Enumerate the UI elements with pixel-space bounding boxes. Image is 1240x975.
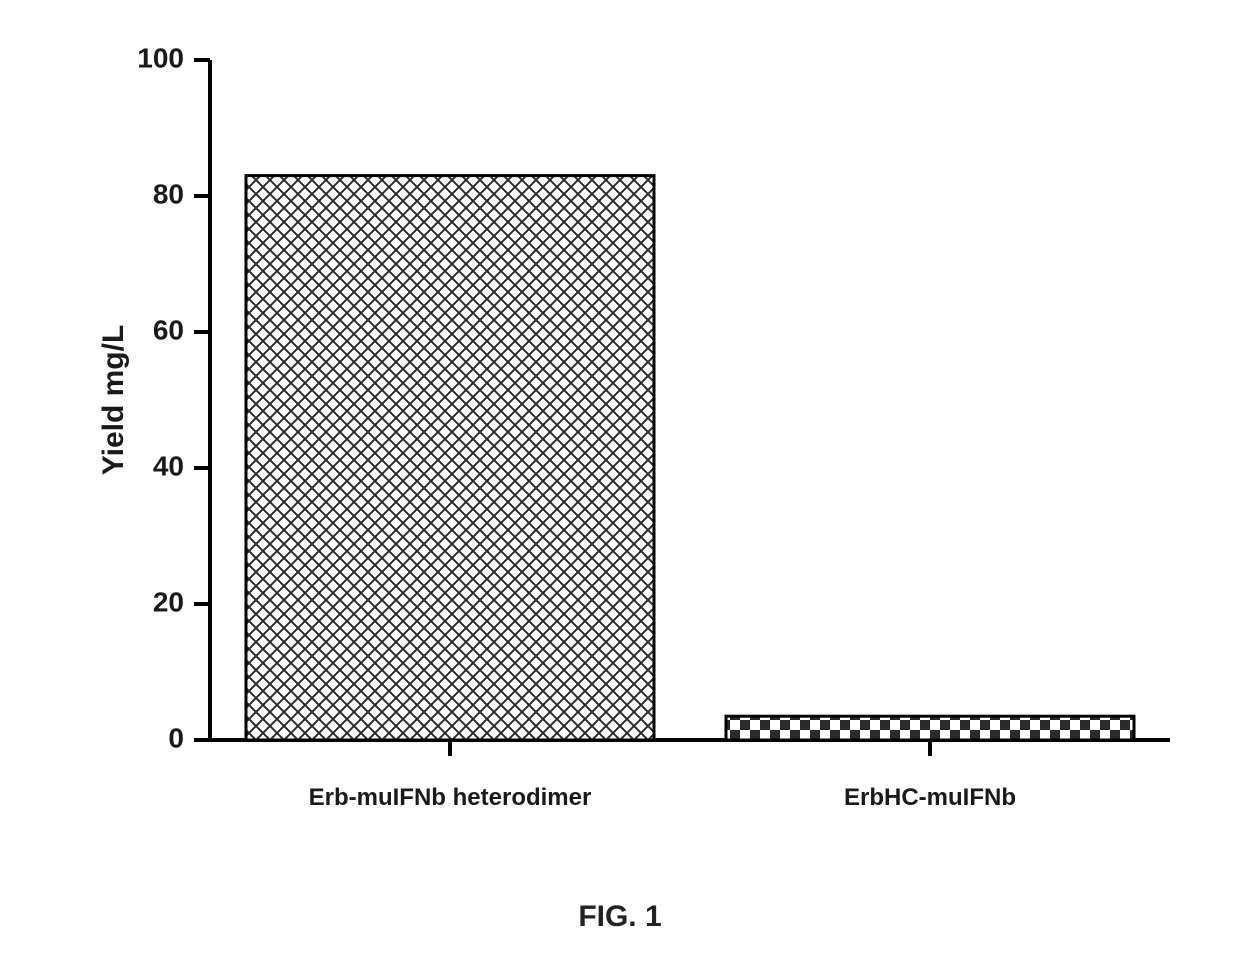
yield-bar-chart: 0 20 40 60 80 100 Yield mg/L Erb-muIFNb heterod… [60, 40, 1180, 860]
category-label-1: ErbHC-muIFNb [844, 784, 1016, 811]
page: 0 20 40 60 80 100 Yield mg/L Erb-muIFNb heterod… [0, 0, 1240, 975]
svg-text:0: 0 [168, 722, 184, 753]
svg-text:60: 60 [153, 314, 184, 345]
svg-text:20: 20 [153, 586, 184, 617]
svg-text:100: 100 [137, 42, 184, 73]
y-axis-label: Yield mg/L [97, 325, 130, 476]
figure-caption: FIG. 1 [0, 900, 1240, 934]
bar-0 [246, 176, 654, 740]
svg-text:40: 40 [153, 450, 184, 481]
bar-1 [726, 716, 1134, 740]
chart-svg: 0 20 40 60 80 100 Yield mg/L Erb-muIFNb heterod… [60, 40, 1180, 860]
category-label-0: Erb-muIFNb heterodimer [309, 784, 592, 811]
svg-text:80: 80 [153, 178, 184, 209]
